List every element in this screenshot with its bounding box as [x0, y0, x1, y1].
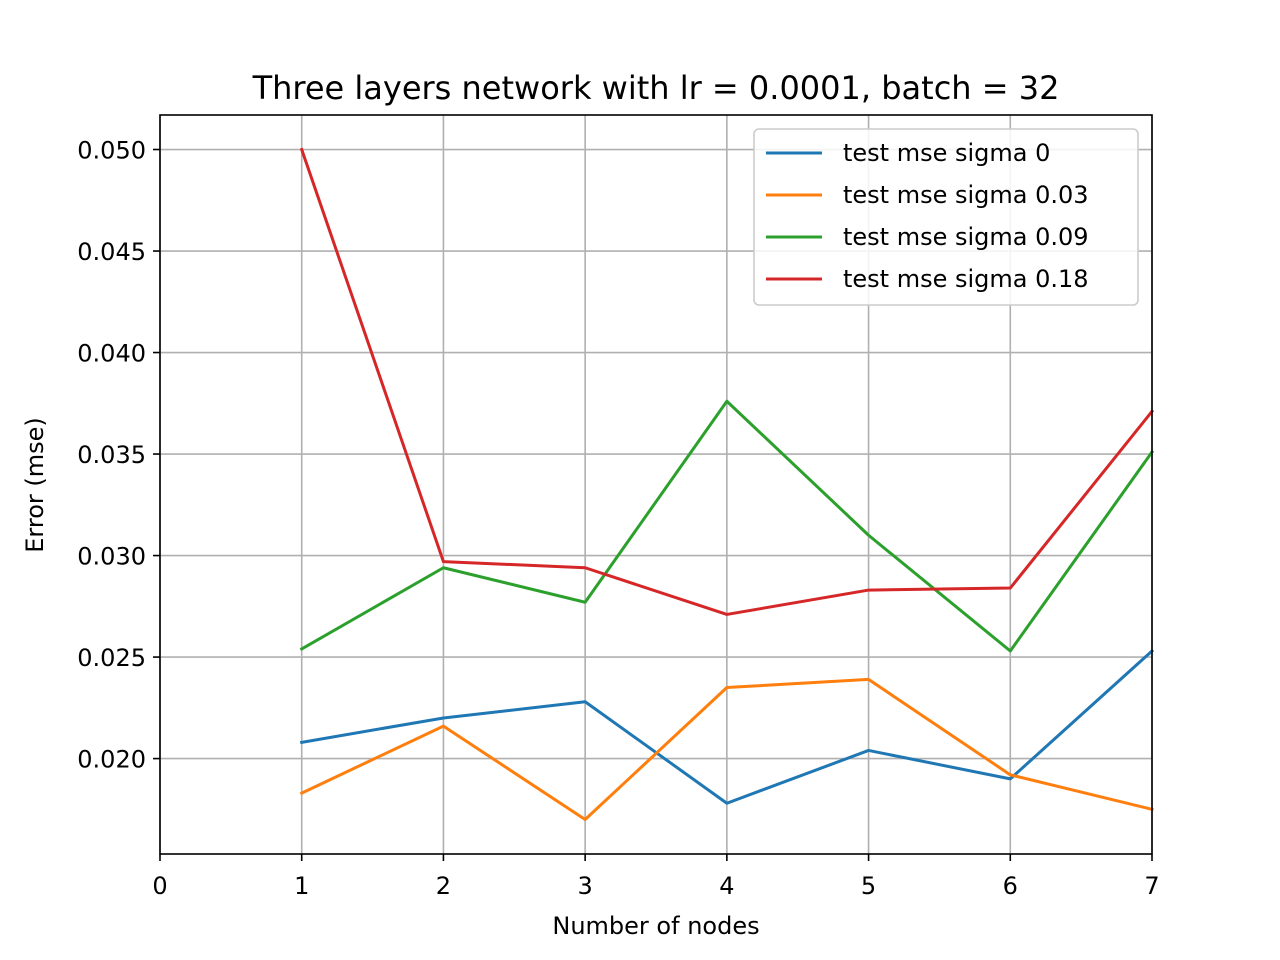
series-line-2 — [299, 399, 1155, 653]
x-tick-label: 6 — [1003, 872, 1018, 900]
series-line-0 — [299, 648, 1155, 805]
plot-frame — [159, 114, 1153, 855]
x-tick-label: 4 — [719, 872, 734, 900]
legend-label-2: test mse sigma 0.09 — [843, 223, 1089, 251]
axis-ticks: 0 1 2 3 4 5 6 7 0.020 0.025 0.030 0.035 0.040 0.045 0.… — [77, 137, 1159, 900]
y-axis-label: Error (mse) — [21, 417, 49, 553]
x-tick-label: 0 — [152, 872, 167, 900]
legend-box — [753, 128, 1139, 306]
legend: test mse sigma 0 test mse sigma 0.03 test … — [753, 128, 1139, 306]
x-tick-label: 2 — [436, 872, 451, 900]
legend-label-1: test mse sigma 0.03 — [843, 181, 1089, 209]
x-tick-label: 5 — [861, 872, 876, 900]
y-tick-label: 0.045 — [77, 238, 146, 266]
series-lines — [299, 147, 1155, 821]
chart-title: Three layers network with lr = 0.0001, b… — [252, 69, 1060, 107]
x-tick-label: 1 — [294, 872, 309, 900]
series-line-1 — [299, 677, 1154, 821]
y-tick-label: 0.025 — [77, 644, 146, 672]
x-tick-label: 3 — [578, 872, 593, 900]
y-tick-label: 0.035 — [77, 441, 146, 469]
y-tick-label: 0.050 — [77, 137, 146, 165]
series-line-3 — [299, 147, 1155, 616]
legend-label-0: test mse sigma 0 — [843, 139, 1050, 167]
x-tick-label: 7 — [1144, 872, 1159, 900]
x-axis-label: Number of nodes — [552, 912, 759, 940]
y-tick-label: 0.040 — [77, 340, 146, 368]
y-tick-label: 0.020 — [77, 746, 146, 774]
legend-label-3: test mse sigma 0.18 — [843, 265, 1089, 293]
y-tick-label: 0.030 — [77, 543, 146, 571]
